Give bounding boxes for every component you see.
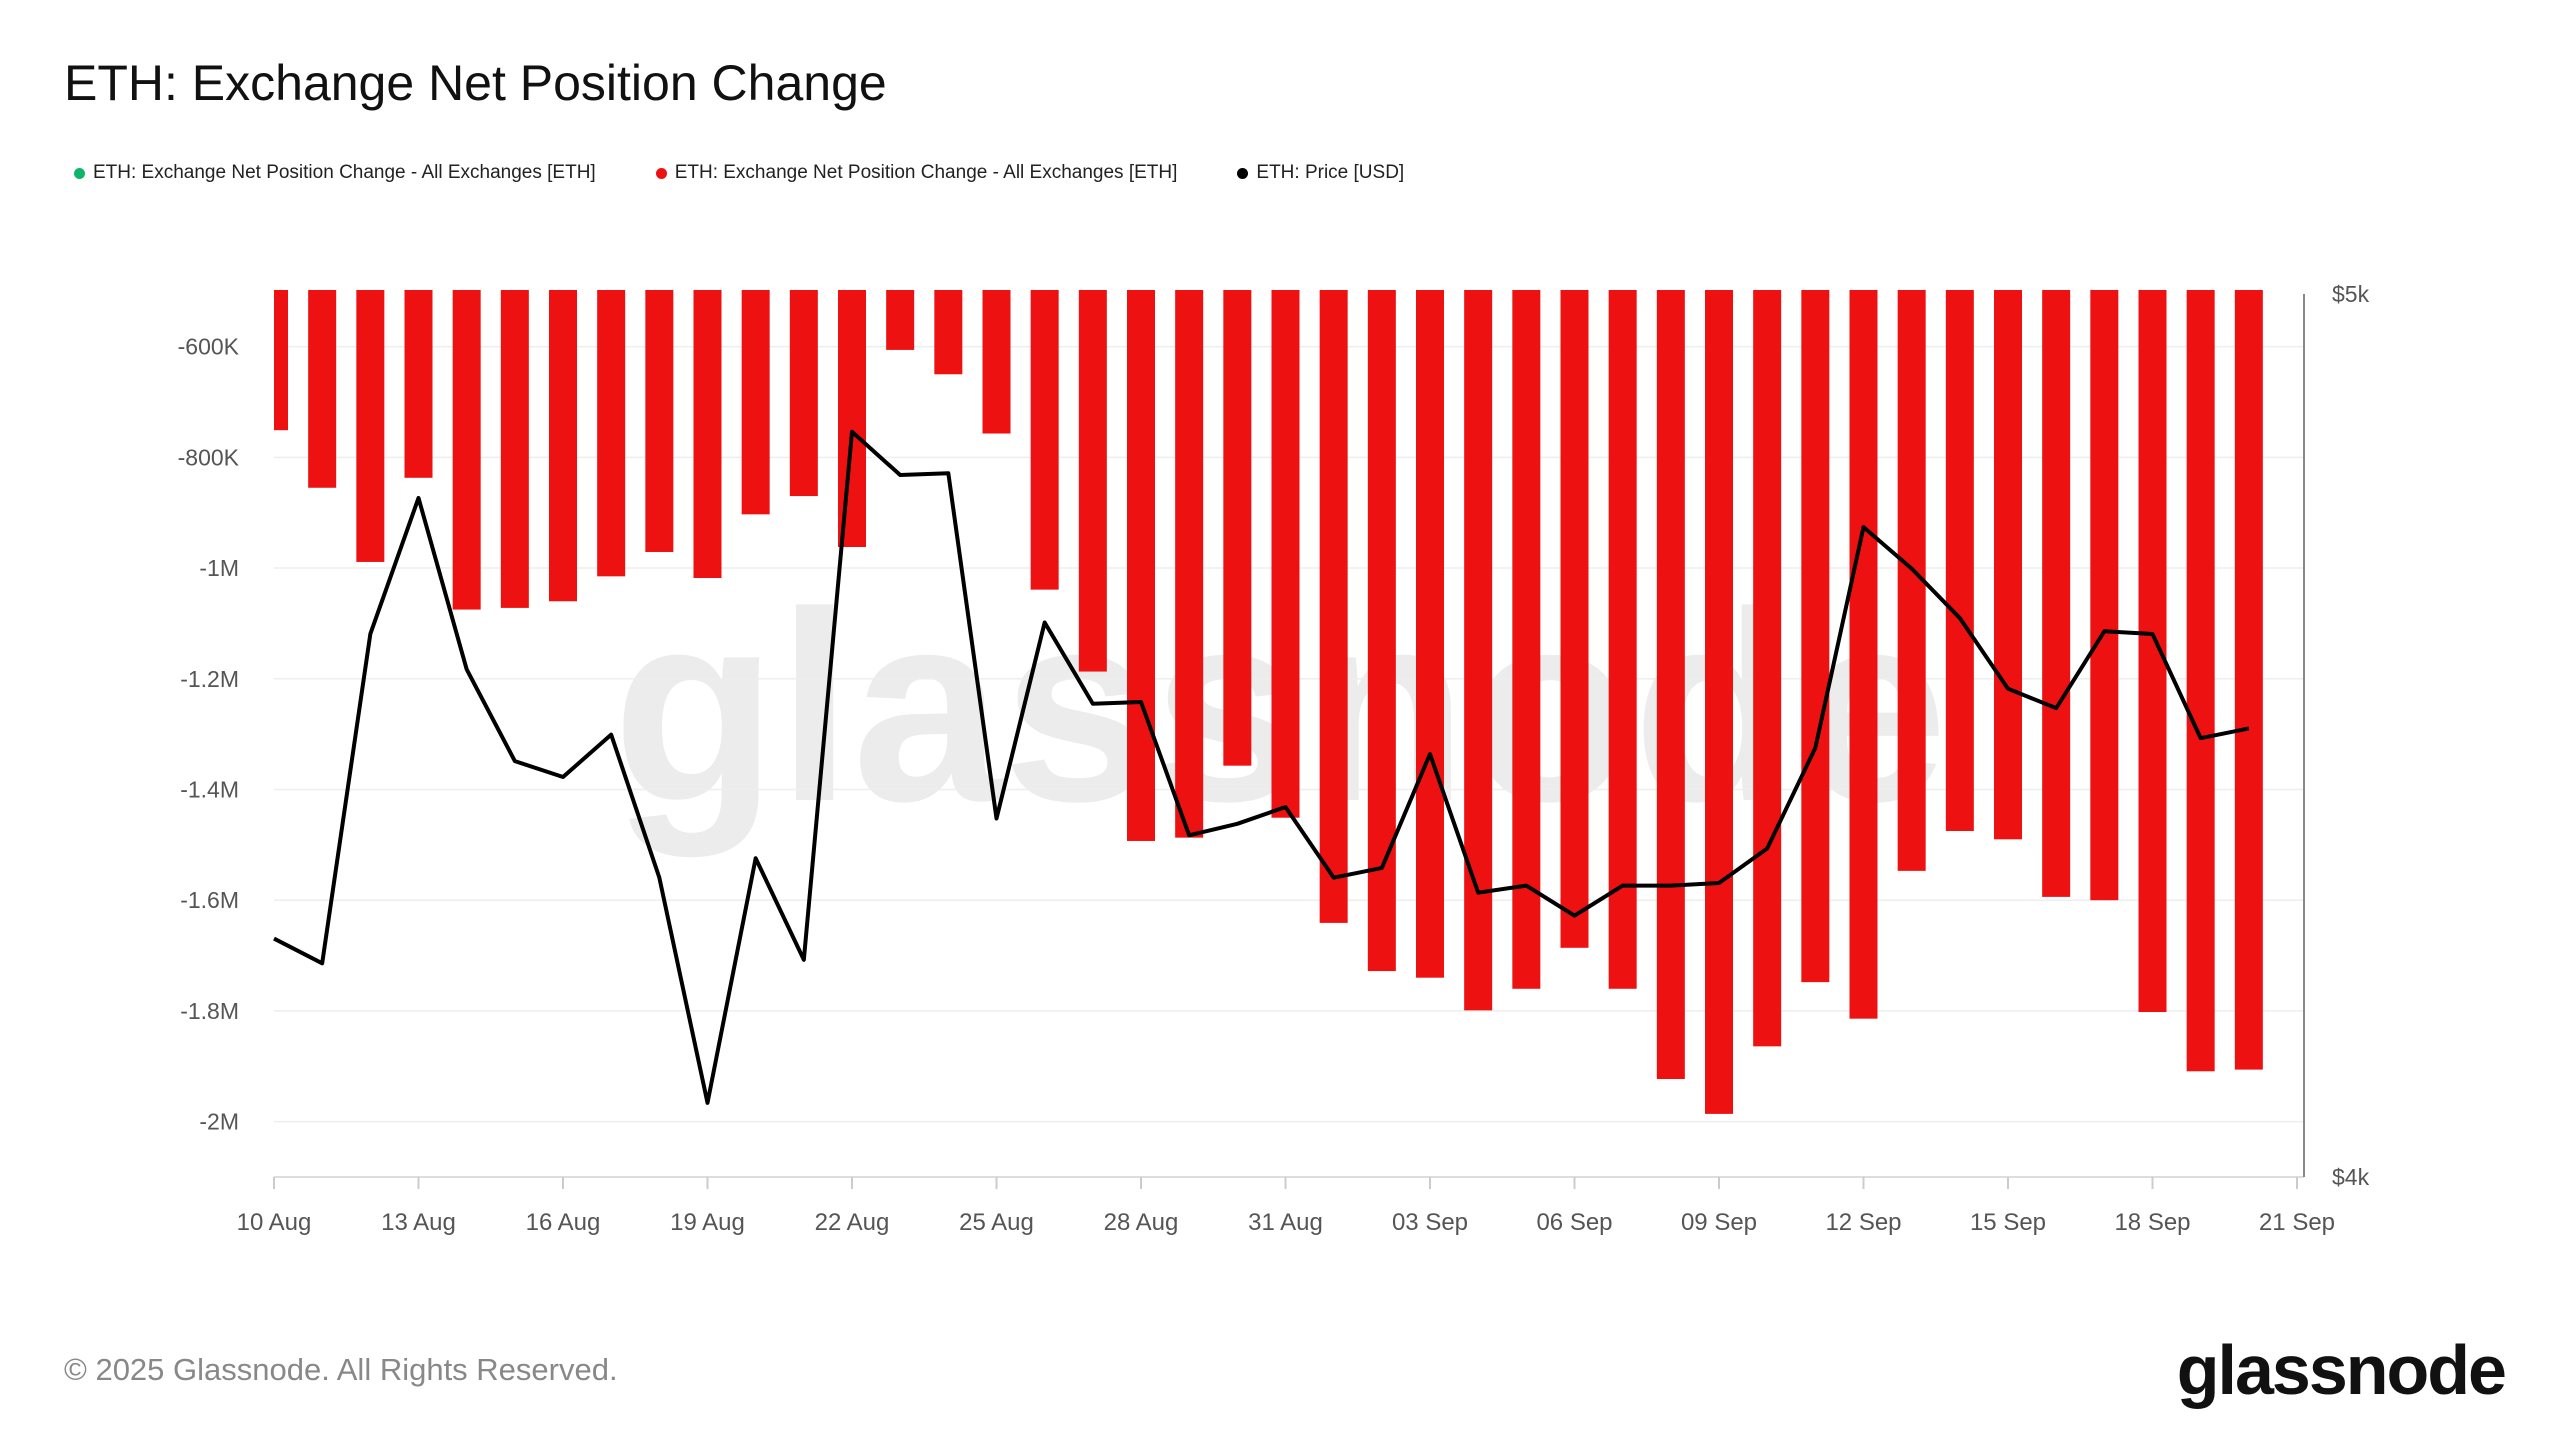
bar [693,290,722,578]
x-tick-label: 16 Aug [526,1209,601,1236]
bar [404,290,433,478]
x-tick-label: 15 Sep [1970,1209,2046,1236]
bar [838,290,866,547]
y-left-tick-label: -600K [178,334,240,360]
bar [1271,290,1300,818]
bar [1127,290,1155,841]
y-left-tick-label: -1.4M [180,776,239,802]
x-tick-label: 12 Sep [1825,1209,1901,1236]
x-tick-label: 09 Sep [1681,1209,1757,1236]
x-tick-label: 31 Aug [1248,1209,1323,1236]
y-left-tick-label: -1.6M [180,887,239,913]
legend-item-net-position-green[interactable]: ETH: Exchange Net Position Change - All … [74,162,596,184]
x-tick-label: 28 Aug [1104,1209,1179,1236]
bar [1464,290,1493,1011]
bar [789,290,818,497]
legend-item-net-position-red[interactable]: ETH: Exchange Net Position Change - All … [655,162,1178,184]
bar [1030,290,1059,590]
bar [2186,290,2215,1072]
bar [1367,290,1396,972]
bar [1849,290,1878,1019]
legend-dot-icon [1237,167,1249,179]
bar [2042,290,2071,897]
bar [1175,290,1204,838]
bar [549,290,577,602]
bar [934,290,963,375]
glassnode-logo: glassnode [2176,1331,2507,1409]
bar [2234,290,2263,1070]
bar [2090,290,2119,901]
legend-dot-icon [655,167,667,179]
bar [597,290,626,577]
legend-label: ETH: Exchange Net Position Change - All … [93,162,596,183]
bar [1560,290,1589,948]
bar [1705,290,1733,1114]
bar [982,290,1011,434]
bar [1656,290,1685,1080]
bar [452,290,481,610]
bar [741,290,770,515]
x-tick-label: 22 Aug [815,1209,890,1236]
legend-label: ETH: Exchange Net Position Change - All … [674,162,1178,183]
y-left-tick-label: -1.2M [180,666,239,692]
x-tick-label: 25 Aug [959,1209,1034,1236]
y-right-tick-label: $4k [2332,1164,2370,1190]
bar [1945,290,1974,831]
bar [1319,290,1348,923]
x-tick-label: 21 Sep [2259,1209,2335,1236]
x-tick-label: 13 Aug [381,1209,456,1236]
legend-label: ETH: Price [USD] [1256,162,1405,183]
bar [274,290,288,431]
x-tick-label: 03 Sep [1392,1209,1468,1236]
y-left-tick-label: -1M [199,555,239,581]
y-left-tick-label: -800K [178,444,240,470]
bar [1753,290,1782,1047]
bar [1994,290,2022,840]
bar [1801,290,1830,983]
legend-dot-icon [74,167,85,179]
y-right-tick-label: $5k [2332,281,2370,307]
bar [1078,290,1107,672]
bar [1223,290,1252,766]
bar [645,290,674,552]
price-line [273,429,2250,1105]
x-tick-label: 19 Aug [670,1209,745,1236]
legend: ETH: Exchange Net Position Change - All … [74,162,1404,184]
bar [1416,290,1444,978]
bar [886,290,915,350]
chart-title: ETH: Exchange Net Position Change [64,55,887,111]
bar [356,290,385,562]
bar [1512,290,1541,989]
bar [308,290,337,488]
x-tick-label: 10 Aug [237,1209,312,1236]
bar [500,290,529,608]
y-left-tick-label: -1.8M [180,998,239,1024]
x-tick-label: 18 Sep [2114,1209,2190,1236]
bar [1608,290,1637,989]
copyright-footer: © 2025 Glassnode. All Rights Reserved. [64,1352,618,1387]
y-left-tick-label: -2M [199,1109,239,1135]
legend-item-price[interactable]: ETH: Price [USD] [1237,162,1404,184]
x-tick-label: 06 Sep [1536,1209,1612,1236]
